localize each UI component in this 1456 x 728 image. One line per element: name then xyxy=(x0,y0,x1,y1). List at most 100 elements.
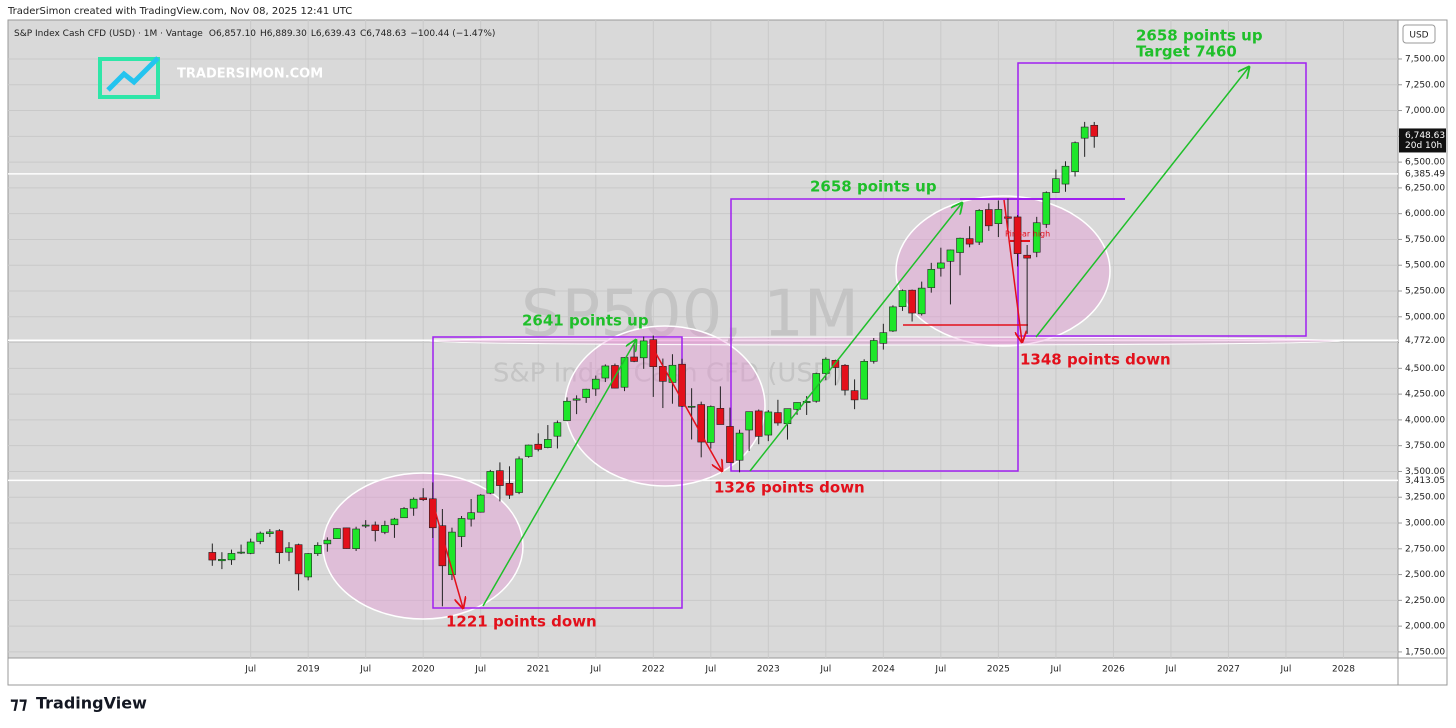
candle-body xyxy=(802,401,811,403)
arrow-up xyxy=(1035,67,1249,338)
candle-body xyxy=(745,411,753,431)
candle-body xyxy=(342,527,351,549)
candle-body xyxy=(294,544,303,575)
y-tick-label: 3,000.00 xyxy=(1405,519,1445,529)
candle-body xyxy=(237,551,245,554)
candle-body xyxy=(1052,178,1060,193)
candle-body xyxy=(678,363,686,407)
x-tick-label: Jul xyxy=(1049,665,1061,675)
candle-body xyxy=(457,518,466,537)
y-tick-label: 6,250.00 xyxy=(1405,183,1445,193)
candle-body xyxy=(304,553,312,578)
candle-body xyxy=(218,559,226,562)
last-price-label: 6,748.63 xyxy=(1405,131,1445,141)
countdown: 20d 10h xyxy=(1405,141,1442,151)
x-tick-label: 2026 xyxy=(1102,665,1125,675)
x-tick-label: Jul xyxy=(244,665,256,675)
price-line-tag xyxy=(1399,334,1446,347)
annotation: 2658 points up xyxy=(810,178,937,196)
candle-body xyxy=(764,411,773,436)
candle-body xyxy=(591,378,600,390)
annotation: Pinbar high xyxy=(1005,230,1050,239)
x-tick-label: 2024 xyxy=(872,665,895,675)
candle-body xyxy=(563,400,571,421)
x-tick-label: Jul xyxy=(1280,665,1292,675)
x-tick-label: 2022 xyxy=(642,665,665,675)
candle-body xyxy=(1042,192,1051,225)
candle-body xyxy=(639,340,648,359)
arrow-down xyxy=(431,499,463,608)
candle-body xyxy=(505,483,514,496)
candle-body xyxy=(285,547,293,553)
candle-body xyxy=(1061,165,1070,185)
annotation: 1326 points down xyxy=(714,479,865,497)
candle-body xyxy=(496,470,504,486)
candle-body xyxy=(687,405,696,408)
x-tick-label: Jul xyxy=(474,665,486,675)
candle-body xyxy=(467,512,475,520)
x-tick-label: 2028 xyxy=(1332,665,1355,675)
arrows xyxy=(431,67,1249,608)
candle-body xyxy=(313,544,322,554)
annotation: Target 7460 xyxy=(1136,43,1237,61)
candle-body xyxy=(850,390,859,401)
y-tick-label: 4,000.00 xyxy=(1405,415,1445,425)
legend-value: 6,889.30 xyxy=(267,29,307,39)
candle-body xyxy=(630,356,638,362)
candle-body xyxy=(381,525,389,533)
candle-body xyxy=(706,406,715,443)
legend-value: 6,857.10 xyxy=(216,29,256,39)
y-tick-label: 2,000.00 xyxy=(1405,622,1445,632)
candle-body xyxy=(889,306,897,332)
candle-body xyxy=(649,339,658,367)
x-tick-label: Jul xyxy=(934,665,946,675)
candle-body xyxy=(975,210,984,243)
legend-key: H xyxy=(260,29,267,39)
logo: TRADERSIMON.COM xyxy=(98,56,323,99)
candle-body xyxy=(984,209,993,227)
y-tick-label: 6,000.00 xyxy=(1405,209,1445,219)
candle-body xyxy=(1032,222,1041,253)
annotation: 2658 points up xyxy=(1136,27,1263,45)
box xyxy=(432,336,683,609)
candle-body xyxy=(390,518,399,526)
candle-body xyxy=(1090,124,1099,137)
candle-body xyxy=(965,238,974,245)
x-tick-label: 2025 xyxy=(987,665,1010,675)
candle-body xyxy=(515,458,523,493)
plot-background xyxy=(8,20,1398,658)
ellipse xyxy=(895,195,1111,347)
candle-body xyxy=(927,269,936,288)
legend-change: −100.44 (−1.47%) xyxy=(410,29,495,39)
legend: S&P Index Cash CFD (USD) · 1M · Vantage O… xyxy=(14,29,495,39)
y-tick-label: 1,750.00 xyxy=(1405,647,1445,657)
y-tick-label: 5,500.00 xyxy=(1405,261,1445,271)
last-price-tag xyxy=(1399,128,1446,153)
y-tick-label: 2,500.00 xyxy=(1405,570,1445,580)
y-tick-label: 2,250.00 xyxy=(1405,596,1445,606)
candle-body xyxy=(716,408,725,425)
candle-body xyxy=(352,528,360,549)
ellipse xyxy=(322,472,524,620)
legend-value: 6,639.43 xyxy=(316,29,356,39)
candle-body xyxy=(486,471,495,494)
candle-body xyxy=(476,494,485,513)
candle-body xyxy=(553,422,562,437)
candle-body xyxy=(1004,216,1012,219)
candle-body xyxy=(323,539,332,545)
legend-symbol: S&P Index Cash CFD (USD) · 1M · Vantage xyxy=(14,29,203,39)
price-line-tag xyxy=(1399,474,1446,487)
candle-body xyxy=(822,358,830,374)
candle-body xyxy=(726,426,734,463)
arrow-down xyxy=(649,342,722,471)
x-tick-label: 2027 xyxy=(1217,665,1240,675)
candle-body xyxy=(735,432,744,461)
candle-body xyxy=(879,332,888,344)
candle-body xyxy=(544,439,552,448)
y-tick-label: 3,250.00 xyxy=(1405,493,1445,503)
candle-body xyxy=(256,532,265,542)
candle-body xyxy=(266,531,274,534)
candle-body xyxy=(371,524,380,531)
axes: 1,750.00 2,000.00 2,250.00 2,500.00 2,750.00… xyxy=(244,54,1446,675)
